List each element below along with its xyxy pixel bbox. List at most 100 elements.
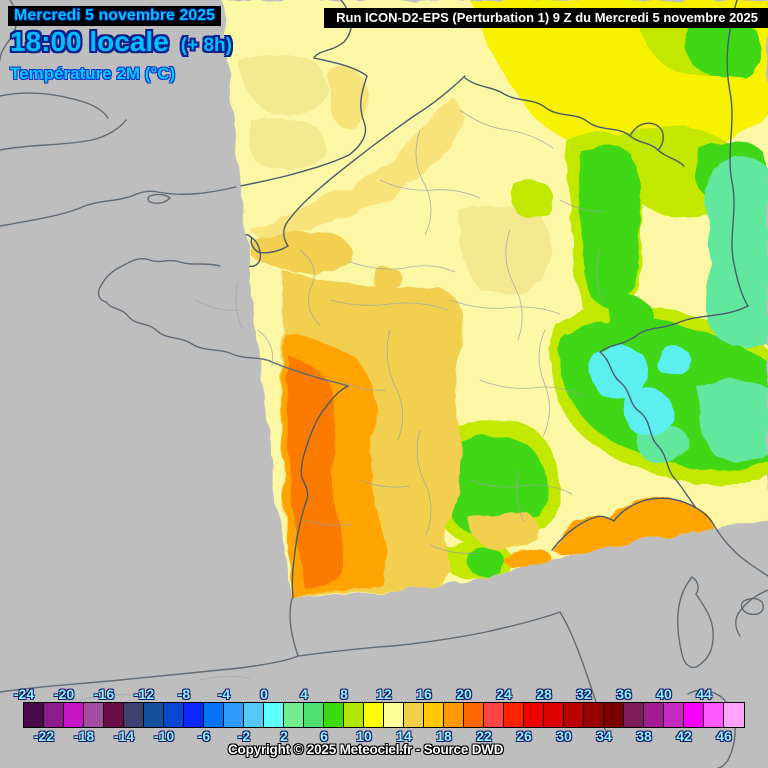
legend-swatch [544,703,564,727]
border-switzerland [599,305,749,353]
legend-swatch [564,703,584,727]
legend-label: -2 [237,728,251,744]
legend-label: 14 [396,728,412,744]
coastline-italy [735,589,768,637]
legend-swatch [324,703,344,727]
legend-swatch [484,703,504,727]
legend-label: -12 [133,686,155,702]
legend-label: 20 [456,686,472,702]
alps-cold-ridge [624,388,672,437]
legend-label: 28 [536,686,552,702]
coastal-deep-orange [287,356,344,590]
model-run-bar: Run ICON-D2-EPS (Perturbation 1) 9 Z du … [324,8,768,28]
legend-swatch [624,703,644,727]
legend-swatch [84,703,104,727]
coastline-brittany-north [97,257,221,303]
legend-label: -10 [153,728,175,744]
legend-label: 44 [696,686,712,702]
paris-warm-spot [372,265,402,292]
legend-label: 46 [716,728,732,744]
coastline-se-england [235,0,368,188]
elba-island [740,597,765,616]
legend-label: 16 [416,686,432,702]
legend-label: -16 [93,686,115,702]
forecast-offset: (+ 8h) [180,35,232,56]
rhine-valley-teal [705,157,768,348]
legend-label: 12 [376,686,392,702]
legend-label: 42 [676,728,692,744]
mediterranean-warm-sea [552,497,715,554]
channel-sea [250,96,468,240]
vosges-core [578,145,641,308]
legend-swatch [704,703,724,727]
legend-swatch [184,703,204,727]
legend-swatch [384,703,404,727]
legend-label: 10 [356,728,372,744]
date-title-label: Mercredi 5 novembre 2025 [14,7,215,24]
legend-swatch [64,703,84,727]
legend-swatch [524,703,544,727]
legend-swatch [204,703,224,727]
legend-swatch [164,703,184,727]
legend-label: -24 [13,686,35,702]
legend-label: 6 [320,728,328,744]
coastline-riviera-east [711,521,768,577]
isle-of-wight [147,193,172,205]
variable-title: Température 2M (°C) [10,64,176,83]
legend-swatch [464,703,484,727]
field-patch [238,54,328,115]
legend-swatch [144,703,164,727]
field-patch [248,117,324,169]
legend-swatch [124,703,144,727]
normandy-coast-band [248,232,352,273]
domain-coastlines [222,0,749,599]
field-patch [328,67,367,130]
legend-swatch [104,703,124,727]
legend-label: 30 [556,728,572,744]
legend-label: -4 [217,686,231,702]
alps-cold-ridge [656,346,692,376]
border-rhine [726,0,749,307]
border-pyrenees [297,611,561,657]
legend-label: 38 [636,728,652,744]
legend-swatch [364,703,384,727]
valid-time-label: 18:00 locale [10,26,169,57]
copyright-text: Copyright © 2025 Meteociel.fr - Source D… [228,742,504,757]
coastline-corsica [677,576,714,669]
green-patch [684,20,764,79]
legend-label: 22 [476,728,492,744]
legend-swatch [224,703,244,727]
legend-label: -6 [197,728,211,744]
legend-swatch [404,703,424,727]
legend-swatch [644,703,664,727]
field-patch [470,512,541,549]
green-patch [466,548,505,576]
department-borders [299,109,606,554]
legend-label: 4 [300,686,308,702]
field-patch [695,379,768,462]
legend-label: 32 [576,686,592,702]
temperature-color-scale [23,702,745,728]
legend-label: 40 [656,686,672,702]
icon-d2-domain-field [222,0,768,599]
legend-label: -14 [113,728,135,744]
coastline-bristol-south [0,119,127,151]
coastline-south-england [0,186,237,227]
coastline-bristol-north [0,92,109,119]
legend-swatch [344,703,364,727]
legend-swatch [724,703,744,727]
legend-swatch [444,703,464,727]
coastline-brittany-south [105,301,349,387]
legend-label: -22 [33,728,55,744]
legend-swatch [264,703,284,727]
field-patch [511,180,554,218]
field-patch [459,205,551,294]
legend-swatch [244,703,264,727]
legend-label: -8 [177,686,191,702]
legend-swatch [424,703,444,727]
valid-time: 18:00 locale (+ 8h) [10,26,232,58]
legend-label: 36 [616,686,632,702]
coastline-riviera [551,497,713,551]
legend-label: 0 [260,686,268,702]
